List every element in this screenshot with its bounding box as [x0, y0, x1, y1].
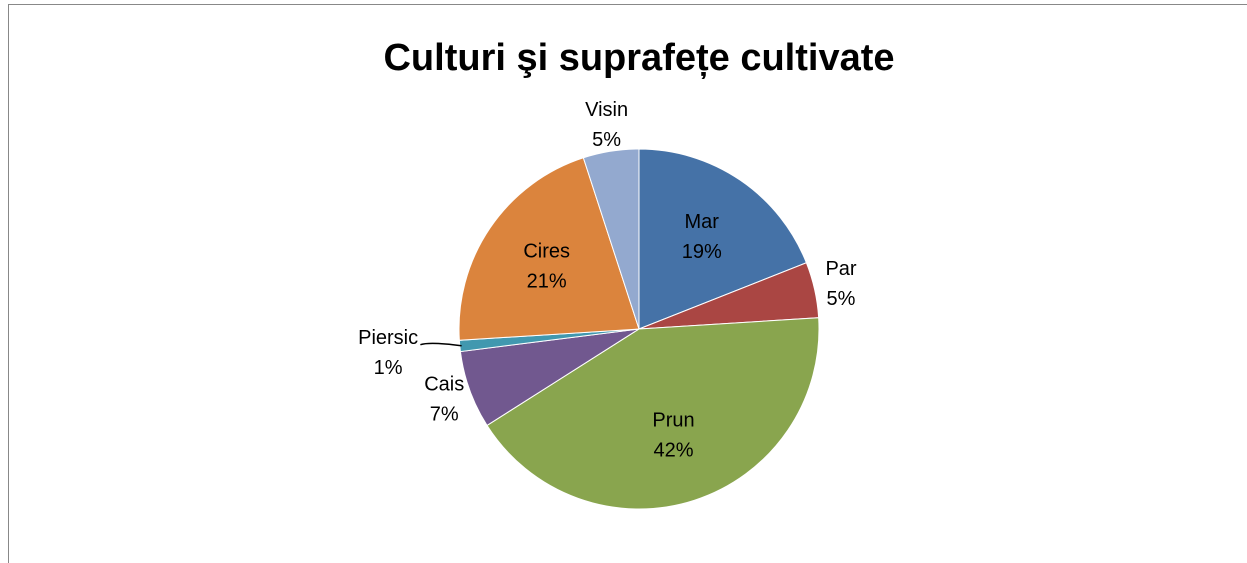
- slice-value-label: 42%: [653, 439, 693, 461]
- slice-value-label: 21%: [527, 271, 567, 293]
- slice-label: Prun: [652, 409, 694, 431]
- slice-label: Visin: [585, 99, 628, 121]
- slice-value-label: 5%: [592, 129, 621, 151]
- slice-label: Par: [825, 258, 856, 280]
- pie-slice: [582, 148, 640, 330]
- chart-title: Culturi şi suprafețe cultivate: [383, 37, 894, 79]
- slice-value-label: 7%: [430, 403, 459, 425]
- leader-line: [420, 342, 462, 347]
- slice-value-label: 5%: [827, 288, 856, 310]
- slice-label: Cires: [523, 241, 570, 263]
- pie-slice: [458, 157, 640, 341]
- slice-label: Cais: [424, 373, 464, 395]
- slice-label: Mar: [685, 211, 720, 233]
- slice-value-label: 1%: [374, 357, 403, 379]
- slice-label: Piersic: [358, 327, 418, 349]
- pie-slice: [638, 148, 808, 330]
- pie-slice: [486, 317, 820, 510]
- slice-value-label: 19%: [682, 241, 722, 263]
